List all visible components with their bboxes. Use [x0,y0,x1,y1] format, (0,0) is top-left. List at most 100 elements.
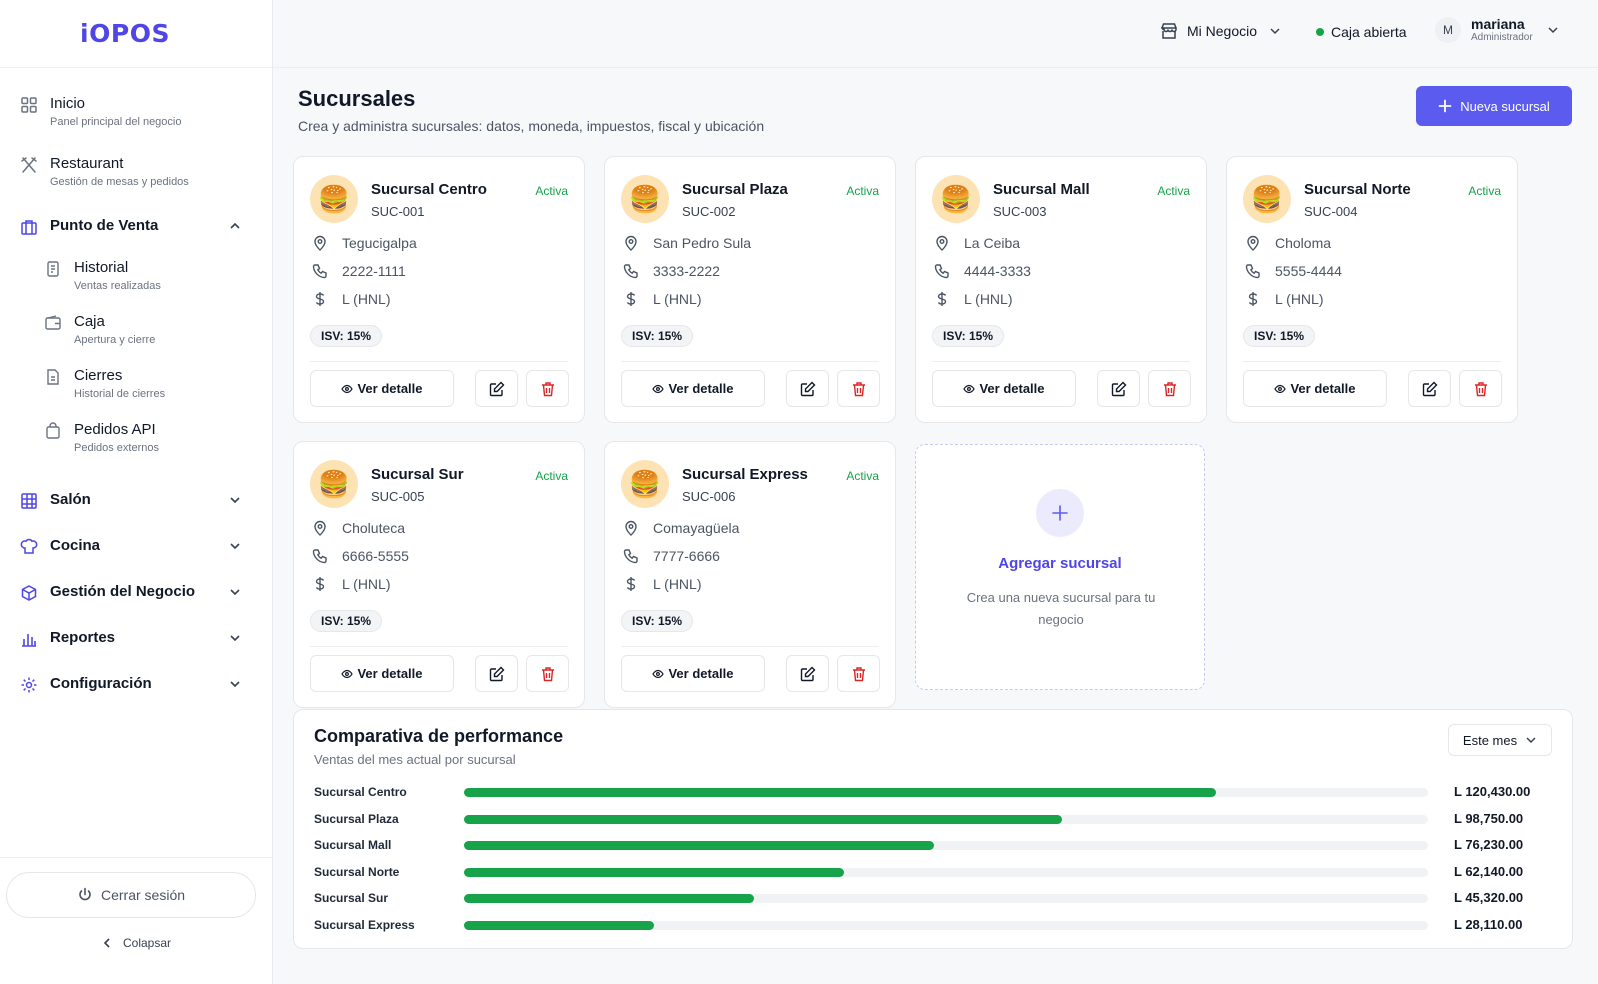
edit-icon [800,381,815,396]
status-dot [1316,28,1324,36]
punto-de-venta-submenu: Historial Ventas realizadas Caja Apertura … [0,258,272,490]
eye-icon [341,384,354,393]
branch-code: SUC-001 [371,204,425,219]
performance-row-value: L 62,140.00 [1454,863,1524,879]
view-detail-button[interactable]: Ver detalle [1243,370,1387,407]
view-detail-button[interactable]: Ver detalle [621,370,765,407]
delete-button[interactable] [526,370,569,407]
edit-button[interactable] [1408,370,1451,407]
gear-icon [20,676,38,694]
sidebar-item-reportes[interactable]: Reportes [0,628,272,674]
performance-bar [464,788,1216,797]
edit-button[interactable] [475,655,518,692]
branch-city-row: Choloma [1245,235,1331,251]
card-divider [621,646,879,647]
branch-name: Sucursal Mall [993,181,1090,198]
delete-button[interactable] [1459,370,1502,407]
bag-icon [44,422,62,440]
view-detail-button[interactable]: Ver detalle [310,370,454,407]
branch-code: SUC-003 [993,204,1047,219]
sidebar-item-label: Reportes [50,629,116,646]
burger-icon: 🍔 [1243,175,1291,223]
new-branch-button[interactable]: Nueva sucursal [1416,86,1572,126]
branch-phone-row: 5555-4444 [1245,263,1342,279]
delete-button[interactable] [837,370,880,407]
sidebar-item-gestion-del-negocio[interactable]: Gestión del Negocio [0,582,272,628]
branch-phone-row: 2222-1111 [312,263,406,279]
status-badge: Activa [535,469,568,483]
logout-button[interactable]: Cerrar sesión [6,872,256,918]
branch-currency: L (HNL) [964,291,1013,307]
edit-button[interactable] [786,655,829,692]
sidebar-item-restaurant[interactable]: Restaurant Gestión de mesas y pedidos [0,154,272,216]
grid-icon [20,96,38,114]
branch-city-row: Tegucigalpa [312,235,417,251]
sidebar-item-punto-de-venta[interactable]: Punto de Venta [0,216,272,258]
delete-button[interactable] [526,655,569,692]
delete-button[interactable] [1148,370,1191,407]
card-divider [621,361,879,362]
branch-phone: 3333-2222 [653,263,720,279]
power-icon [79,887,91,901]
performance-row-value: L 45,320.00 [1454,890,1524,905]
branch-name: Sucursal Sur [371,466,464,483]
location-pin-icon [1245,235,1261,251]
delete-button[interactable] [837,655,880,692]
branch-currency-row: L (HNL) [623,291,702,307]
app-logo[interactable]: iOPOS [80,19,170,48]
sidebar-subitem-historial[interactable]: Historial Ventas realizadas [0,258,272,312]
view-detail-button[interactable]: Ver detalle [932,370,1076,407]
edit-button[interactable] [786,370,829,407]
performance-row-name: Sucursal Sur [314,891,389,905]
phone-icon [312,263,328,279]
trash-icon [541,381,554,396]
user-role: Administrador [1471,32,1533,43]
status-badge: Activa [535,184,568,198]
period-select[interactable]: Este mes [1448,724,1552,756]
collapse-button[interactable]: Colapsar [0,936,272,950]
branch-phone: 4444-3333 [964,263,1031,279]
sidebar-item-cocina[interactable]: Cocina [0,536,272,582]
view-detail-label: Ver detalle [357,666,423,681]
sidebar-subitem-sublabel: Apertura y cierre [74,334,156,346]
burger-icon: 🍔 [310,175,358,223]
business-selector[interactable]: Mi Negocio [1160,22,1281,40]
view-detail-label: Ver detalle [357,381,423,396]
phone-icon [623,548,639,564]
sidebar-subitem-pedidos-api[interactable]: Pedidos API Pedidos externos [0,420,272,490]
sidebar-subitem-caja[interactable]: Caja Apertura y cierre [0,312,272,366]
sidebar-item-configuracion[interactable]: Configuración [0,674,272,720]
sidebar-item-label: Salón [50,491,91,508]
page-subtitle: Crea y administra sucursales: datos, mon… [298,118,765,134]
branch-currency-row: L (HNL) [312,291,391,307]
performance-bar-track [464,894,1428,903]
edit-button[interactable] [1097,370,1140,407]
branch-name: Sucursal Express [682,466,808,483]
branch-city-row: Comayagüela [623,520,739,536]
user-menu[interactable]: M mariana Administrador [1435,16,1559,43]
view-detail-button[interactable]: Ver detalle [310,655,454,692]
dollar-icon [934,291,950,307]
sidebar-subitem-cierres[interactable]: Cierres Historial de cierres [0,366,272,420]
logout-label: Cerrar sesión [100,887,186,903]
sidebar-subitem-sublabel: Historial de cierres [74,388,166,400]
tax-badge: ISV: 15% [621,610,694,632]
sidebar-item-salon[interactable]: Salón [0,490,272,536]
branch-currency: L (HNL) [653,291,702,307]
trash-icon [852,666,865,681]
view-detail-button[interactable]: Ver detalle [621,655,765,692]
trash-icon [852,381,865,396]
status-badge: Activa [846,184,879,198]
performance-subtitle: Ventas del mes actual por sucursal [314,752,516,767]
add-branch-card[interactable]: Agregar sucursal Crea una nueva sucursal… [915,444,1205,690]
sidebar-item-label: Punto de Venta [50,217,159,234]
tax-badge: ISV: 15% [310,610,383,632]
sidebar-item-inicio[interactable]: Inicio Panel principal del negocio [0,94,272,154]
collapse-label: Colapsar [122,936,172,950]
edit-button[interactable] [475,370,518,407]
sidebar-subitem-label: Caja [74,313,105,330]
receipt-icon [44,260,62,278]
table-icon [20,492,38,510]
location-pin-icon [623,235,639,251]
status-badge: Activa [1468,184,1501,198]
